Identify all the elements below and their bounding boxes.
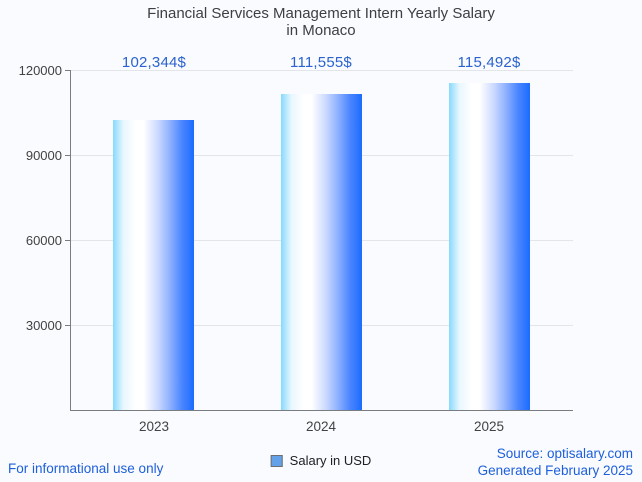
value-label-2024: 111,555$ xyxy=(290,54,352,71)
y-axis-label-60000: 60000 xyxy=(25,233,62,248)
legend-label: Salary in USD xyxy=(289,453,372,468)
disclaimer-text: For informational use only xyxy=(8,461,164,476)
chart-title-line1: Financial Services Management Intern Yea… xyxy=(147,5,495,22)
value-label-2025: 115,492$ xyxy=(457,54,521,71)
x-axis-label-2023: 2023 xyxy=(138,419,170,434)
x-axis-line xyxy=(70,410,573,411)
x-axis-label-2025: 2025 xyxy=(473,419,505,434)
value-label-2023: 102,344$ xyxy=(121,54,187,71)
chart-title-line2: in Monaco xyxy=(286,22,356,39)
legend-swatch-icon xyxy=(270,454,283,467)
source-attribution: Source: optisalary.com Generated Februar… xyxy=(478,446,633,479)
x-axis-label-2024: 2024 xyxy=(305,419,337,434)
bar-2024[interactable] xyxy=(281,94,362,410)
source-line: Source: optisalary.com xyxy=(496,446,633,461)
chart-title: Financial Services Management Intern Yea… xyxy=(0,5,642,39)
bar-2025[interactable] xyxy=(449,83,530,410)
y-axis-label-120000: 120000 xyxy=(18,63,62,78)
y-axis-label-30000: 30000 xyxy=(25,318,62,333)
y-axis-label-90000: 90000 xyxy=(25,148,62,163)
y-tick xyxy=(65,325,70,326)
legend: Salary in USD xyxy=(270,453,372,468)
y-tick xyxy=(65,155,70,156)
bar-2023[interactable] xyxy=(113,120,194,410)
y-tick xyxy=(65,240,70,241)
gridline-120000 xyxy=(70,70,573,71)
y-tick xyxy=(65,70,70,71)
y-axis-line xyxy=(70,70,71,410)
generated-line: Generated February 2025 xyxy=(477,462,633,478)
